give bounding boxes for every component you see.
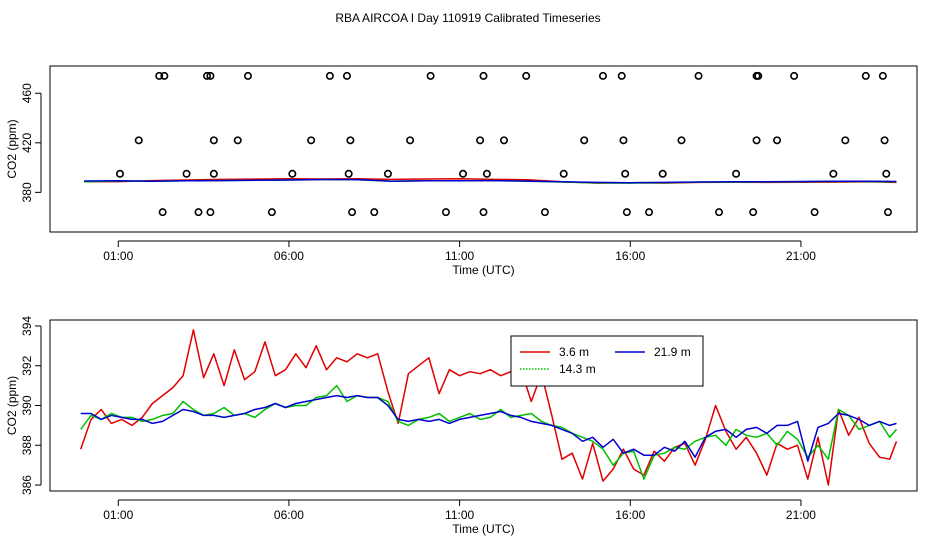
calibration-point — [342, 71, 351, 80]
x-tick-label: 01:00 — [103, 249, 133, 263]
calibration-point — [206, 71, 215, 80]
calibration-point — [441, 208, 450, 217]
calibration-point — [752, 136, 761, 145]
calibration-point — [476, 136, 485, 145]
calibration-point — [370, 208, 379, 217]
calibration-point — [346, 136, 355, 145]
calibration-point — [749, 208, 758, 217]
figure-title: RBA AIRCOA I Day 110919 Calibrated Times… — [335, 11, 600, 25]
calibration-point — [773, 136, 782, 145]
y-tick-label: 392 — [20, 355, 34, 375]
calibration-point — [243, 71, 252, 80]
calibration-point — [522, 71, 531, 80]
calibration-point — [134, 136, 143, 145]
calibration-point — [325, 71, 334, 80]
calibration-point — [482, 169, 491, 178]
calibration-point — [622, 208, 631, 217]
calibration-point — [540, 208, 549, 217]
x-tick-label: 11:00 — [445, 249, 474, 263]
x-tick-label: 21:00 — [786, 249, 816, 263]
legend: 3.6 m 21.9 m 14.3 m — [510, 335, 704, 387]
calibration-point — [658, 169, 667, 178]
calibration-point — [677, 136, 686, 145]
y-tick-label: 420 — [20, 132, 34, 152]
y-tick-label: 380 — [20, 182, 34, 202]
calibration-point — [619, 136, 628, 145]
x-tick-label: 16:00 — [615, 249, 645, 263]
legend-label: 21.9 m — [654, 345, 691, 359]
calibration-point — [841, 136, 850, 145]
calibration-point — [307, 136, 316, 145]
calibration-point — [233, 136, 242, 145]
y-tick-label: 386 — [20, 475, 34, 495]
calibration-point — [479, 71, 488, 80]
panel-bottom-co2: 01:00 06:00 11:00 16:00 21:00 Time (UTC) 386 38… — [5, 316, 918, 536]
legend-label: 14.3 m — [559, 362, 596, 376]
x-tick-label: 06:00 — [274, 508, 304, 522]
calibration-point — [882, 169, 891, 178]
calibration-point — [194, 208, 203, 217]
calibration-point — [344, 169, 353, 178]
calibration-point — [880, 136, 889, 145]
y-tick-label: 394 — [20, 316, 34, 336]
x-tick-label: 11:00 — [445, 508, 474, 522]
y-tick-label: 460 — [20, 83, 34, 103]
plot-frame — [49, 319, 918, 492]
calibration-point — [160, 71, 169, 80]
calibration-point — [479, 208, 488, 217]
calibration-point — [715, 208, 724, 217]
calibration-point — [406, 136, 415, 145]
calibration-point — [694, 71, 703, 80]
calibration-point — [182, 169, 191, 178]
calibration-point — [499, 136, 508, 145]
calibration-point — [621, 169, 630, 178]
x-axis-label: Time (UTC) — [452, 522, 514, 536]
calibration-point — [810, 208, 819, 217]
calibration-point — [598, 71, 607, 80]
calibration-point — [209, 169, 218, 178]
legend-box — [510, 335, 704, 387]
y-axis-label: CO2 (ppm) — [5, 119, 19, 178]
calibration-point — [754, 71, 763, 80]
calibration-point — [206, 208, 215, 217]
calibration-point — [732, 169, 741, 178]
calibration-point — [459, 169, 468, 178]
x-tick-label: 06:00 — [274, 249, 304, 263]
calibration-point — [883, 208, 892, 217]
series-line-21-9m — [80, 394, 897, 462]
calibration-point — [426, 71, 435, 80]
series-line-21-9m — [84, 178, 897, 184]
plot-frame — [49, 65, 918, 233]
calibration-point — [348, 208, 357, 217]
calibration-point — [383, 169, 392, 178]
calibration-point — [861, 71, 870, 80]
x-tick-label: 21:00 — [786, 508, 816, 522]
x-tick-label: 16:00 — [615, 508, 645, 522]
series-line-3-6m — [79, 329, 898, 486]
calibration-point — [645, 208, 654, 217]
calibration-point — [617, 71, 626, 80]
calibration-point — [209, 136, 218, 145]
calibration-point — [115, 169, 124, 178]
x-tick-label: 01:00 — [103, 508, 133, 522]
calibration-point — [559, 169, 568, 178]
y-tick-label: 390 — [20, 395, 34, 415]
series-line-14-3m — [80, 384, 898, 480]
calibration-point — [267, 208, 276, 217]
y-axis-label: CO2 (ppm) — [5, 376, 19, 435]
calibration-point — [203, 71, 212, 80]
calibration-point — [829, 169, 838, 178]
calibration-point — [878, 71, 887, 80]
calibration-point — [580, 136, 589, 145]
calibration-point — [790, 71, 799, 80]
calibration-point — [158, 208, 167, 217]
panel-top-calibration: 01:00 06:00 11:00 16:00 21:00 Time (UTC) 380 42… — [5, 65, 918, 277]
x-axis-label: Time (UTC) — [452, 263, 514, 277]
calibration-point — [288, 169, 297, 178]
legend-label: 3.6 m — [559, 345, 589, 359]
calibration-point — [155, 71, 164, 80]
y-tick-label: 388 — [20, 435, 34, 455]
